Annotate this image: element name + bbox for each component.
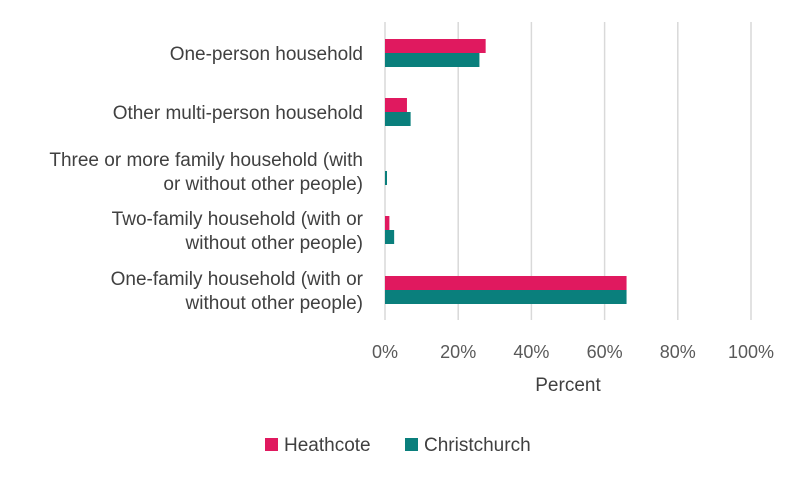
bar-heathcote-1 bbox=[385, 98, 407, 112]
category-label-1-0: Other multi-person household bbox=[113, 103, 363, 124]
legend-swatch-heathcote bbox=[265, 438, 278, 451]
x-tick-label-1: 20% bbox=[440, 342, 476, 362]
category-label-4-0: One-family household (with or bbox=[111, 269, 364, 290]
x-tick-label-5: 100% bbox=[728, 342, 774, 362]
bar-christchurch-1 bbox=[385, 112, 411, 126]
x-tick-label-3: 60% bbox=[587, 342, 623, 362]
category-label-3-0: Two-family household (with or bbox=[112, 209, 364, 230]
x-tick-label-0: 0% bbox=[372, 342, 398, 362]
bars bbox=[385, 39, 627, 304]
x-tick-label-2: 40% bbox=[513, 342, 549, 362]
bar-christchurch-0 bbox=[385, 53, 480, 67]
gridlines bbox=[384, 22, 752, 320]
category-label-2-0: Three or more family household (with bbox=[49, 150, 363, 171]
category-label-2-1: or without other people) bbox=[163, 174, 363, 195]
bar-heathcote-4 bbox=[385, 276, 627, 290]
category-label-0-0: One-person household bbox=[170, 44, 363, 65]
bar-christchurch-2 bbox=[385, 171, 387, 185]
legend-swatch-christchurch bbox=[405, 438, 418, 451]
x-tick-labels: 0% 20% 40% 60% 80% 100% bbox=[372, 342, 774, 362]
legend-label-christchurch: Christchurch bbox=[424, 435, 531, 456]
category-label-3-1: without other people) bbox=[185, 233, 363, 254]
legend: Heathcote Christchurch bbox=[265, 435, 531, 456]
bar-christchurch-3 bbox=[385, 230, 395, 244]
legend-label-heathcote: Heathcote bbox=[284, 435, 371, 456]
bar-christchurch-4 bbox=[385, 290, 627, 304]
x-axis-title: Percent bbox=[535, 375, 601, 396]
bar-heathcote-3 bbox=[385, 216, 390, 230]
category-label-4-1: without other people) bbox=[185, 293, 363, 314]
bar-heathcote-0 bbox=[385, 39, 486, 53]
category-labels: One-person household Other multi-person h… bbox=[49, 44, 363, 314]
x-tick-label-4: 80% bbox=[660, 342, 696, 362]
